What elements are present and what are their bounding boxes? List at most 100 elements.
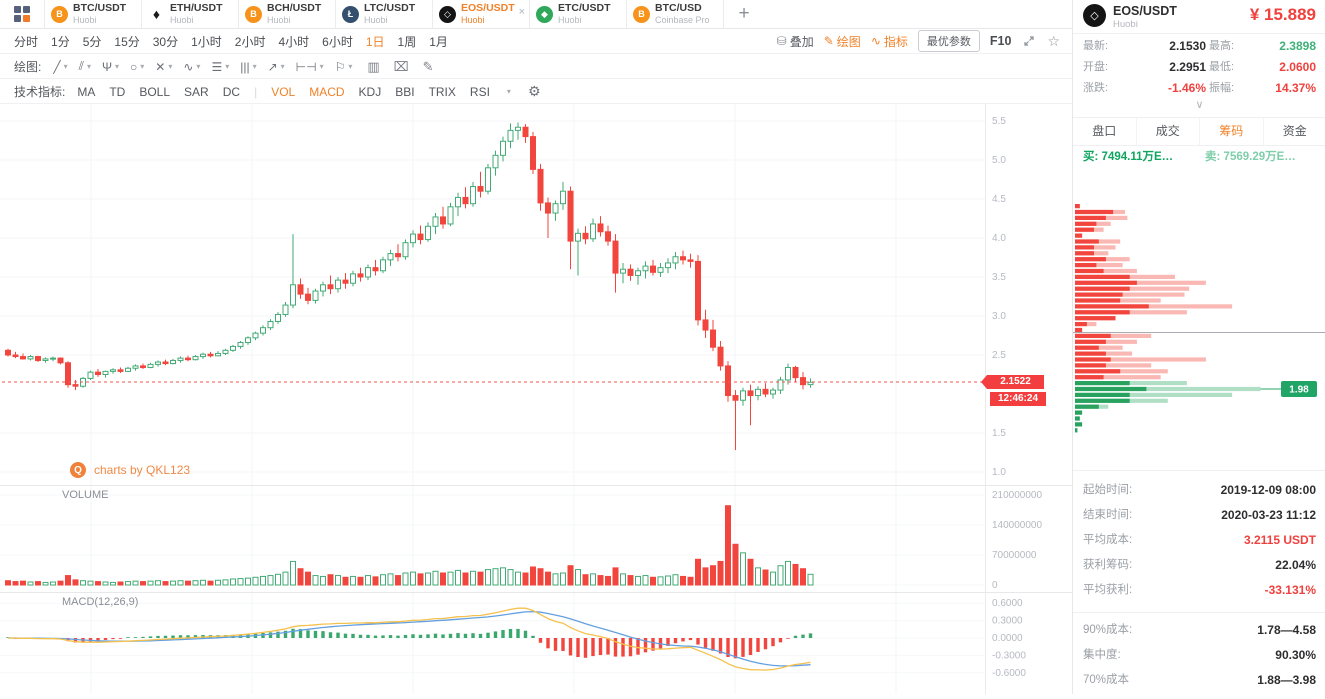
indicator-kdj[interactable]: KDJ [359,85,382,99]
svg-text:0.3000: 0.3000 [992,616,1023,627]
price-range-icon: ⊢⊣ [296,60,317,74]
draw-tool-price-range[interactable]: ⊢⊣▾ [296,59,324,74]
svg-text:1.0: 1.0 [992,467,1006,478]
draw-tool-arrow[interactable]: ↗▾ [268,59,285,74]
add-tab-button[interactable]: + [724,0,764,28]
timeframe-分时[interactable]: 分时 [14,33,38,50]
layout-grid-button[interactable] [0,0,45,28]
draw-tool-wave[interactable]: ∿▾ [183,59,200,74]
indicator-separator: | [254,85,257,99]
parallel-channel-icon: ⫽ [79,59,84,74]
collapse-chevron[interactable]: ∨ [1073,98,1325,116]
svg-text:5.0: 5.0 [992,155,1006,166]
volume-pane-label: VOLUME [62,489,108,501]
arrow-icon: ↗ [268,60,278,74]
macd-pane-label: MACD(12,26,9) [62,596,138,608]
compare-chart-button[interactable]: ▥ [367,59,379,75]
draw-tool-ellipse[interactable]: ○▾ [130,59,144,74]
svg-text:2.5: 2.5 [992,350,1006,361]
sidebar-tab-成交[interactable]: 成交 [1137,118,1201,145]
timeframe-30分[interactable]: 30分 [153,33,178,50]
toggle-drawing-button[interactable]: ✎ [423,59,434,75]
svg-text:210000000: 210000000 [992,490,1042,501]
caret-down-icon: ▾ [507,87,511,96]
indicator-td[interactable]: TD [109,85,125,99]
timeframe-2小时[interactable]: 2小时 [235,33,266,50]
svg-text:70000000: 70000000 [992,550,1037,561]
close-icon[interactable]: × [519,7,525,18]
sell-total: 卖: 7569.29万E… [1205,146,1296,168]
sidebar-symbol: EOS/USDT [1113,4,1177,18]
svg-text:3.0: 3.0 [992,311,1006,322]
gear-icon[interactable]: ⚙ [528,83,541,100]
quote-row: 最低: 2.0600 [1073,57,1325,78]
timeframe-1周[interactable]: 1周 [398,33,417,50]
stat-row: 平均成本:3.2115 USDT [1073,528,1325,553]
delete-drawings-button[interactable]: ⌧ [394,59,409,75]
pencil-icon: ✎ [824,34,834,48]
timeframe-15分[interactable]: 15分 [114,33,139,50]
caret-down-icon: ▾ [115,62,119,71]
sidebar-tab-筹码[interactable]: 筹码 [1200,118,1264,145]
timeframe-list: 分时 1分 5分 15分 30分 1小时 2小时 4小时 6小时 1日 1周 1月 [14,33,461,50]
timeframe-4小时[interactable]: 4小时 [278,33,309,50]
indicator-dc[interactable]: DC [223,85,240,99]
indicator-ma[interactable]: MA [77,85,95,99]
expand-icon[interactable] [1023,35,1035,47]
draw-tool-trend-line[interactable]: ╱▾ [53,59,67,74]
indicator-list: MA TD BOLL SAR DC | VOL MACD KDJ BBI TRIX RSI [77,85,504,99]
f10-button[interactable]: F10 [990,34,1012,48]
candlestick-chart[interactable]: 5.55.04.54.03.53.02.51.51.02100000001400… [0,104,1072,694]
timeframe-1分[interactable]: 1分 [51,33,70,50]
pitchfork-icon: Ψ [102,60,112,74]
qkl123-logo-icon: Q [70,462,86,478]
wave-chart-icon: ∿ [871,34,881,48]
eos-icon: ◇ [1083,4,1106,27]
draw-tool-fib-retracement[interactable]: ☰▾ [211,59,229,74]
draw-tool-pitchfork[interactable]: Ψ▾ [102,59,119,74]
current-time-tag: 12:46:24 [990,392,1046,406]
indicator-sar[interactable]: SAR [184,85,209,99]
draw-tool-parallel-channel[interactable]: ⫽▾ [79,59,91,74]
timeframe-1小时[interactable]: 1小时 [191,33,222,50]
toggle-drawing-icon: ✎ [423,59,434,74]
indicator-boll[interactable]: BOLL [139,85,170,99]
sidebar-tab-盘口[interactable]: 盘口 [1073,118,1137,145]
indicator-rsi[interactable]: RSI [470,85,490,99]
timeframe-1月[interactable]: 1月 [429,33,448,50]
indicator-bbi[interactable]: BBI [395,85,414,99]
indicator-trix[interactable]: TRIX [429,85,456,99]
current-price-tag: 2.1522 [987,375,1044,389]
svg-text:140000000: 140000000 [992,520,1042,531]
overlay-button[interactable]: ⛁叠加 [777,33,814,50]
timeframe-5分[interactable]: 5分 [83,33,102,50]
more-indicators-caret[interactable]: ▾ [504,87,511,96]
sidebar-price: ¥ 15.889 [1250,5,1316,25]
draw-tool-time-zones[interactable]: |||▾ [240,59,256,74]
indicator-vol[interactable]: VOL [271,85,295,99]
draw-tool-annotation[interactable]: ⚐▾ [335,59,353,74]
indicator-macd[interactable]: MACD [309,85,344,99]
quote-row: 最高: 2.3898 [1073,36,1325,57]
star-icon[interactable]: ☆ [1047,33,1060,50]
ellipse-icon: ○ [130,60,137,74]
sidebar-tab-资金[interactable]: 资金 [1264,118,1325,145]
indicator-button[interactable]: ∿指标 [871,33,908,50]
draw-tool-polyline[interactable]: ✕▾ [155,59,172,74]
draw-button[interactable]: ✎绘图 [824,33,861,50]
timeframe-1日[interactable]: 1日 [366,33,385,50]
best-params-button[interactable]: 最优参数 [918,30,980,52]
stat-row: 起始时间:2019-12-09 08:00 [1073,478,1325,503]
caret-down-icon: ▾ [196,62,200,71]
timeframe-6小时[interactable]: 6小时 [322,33,353,50]
